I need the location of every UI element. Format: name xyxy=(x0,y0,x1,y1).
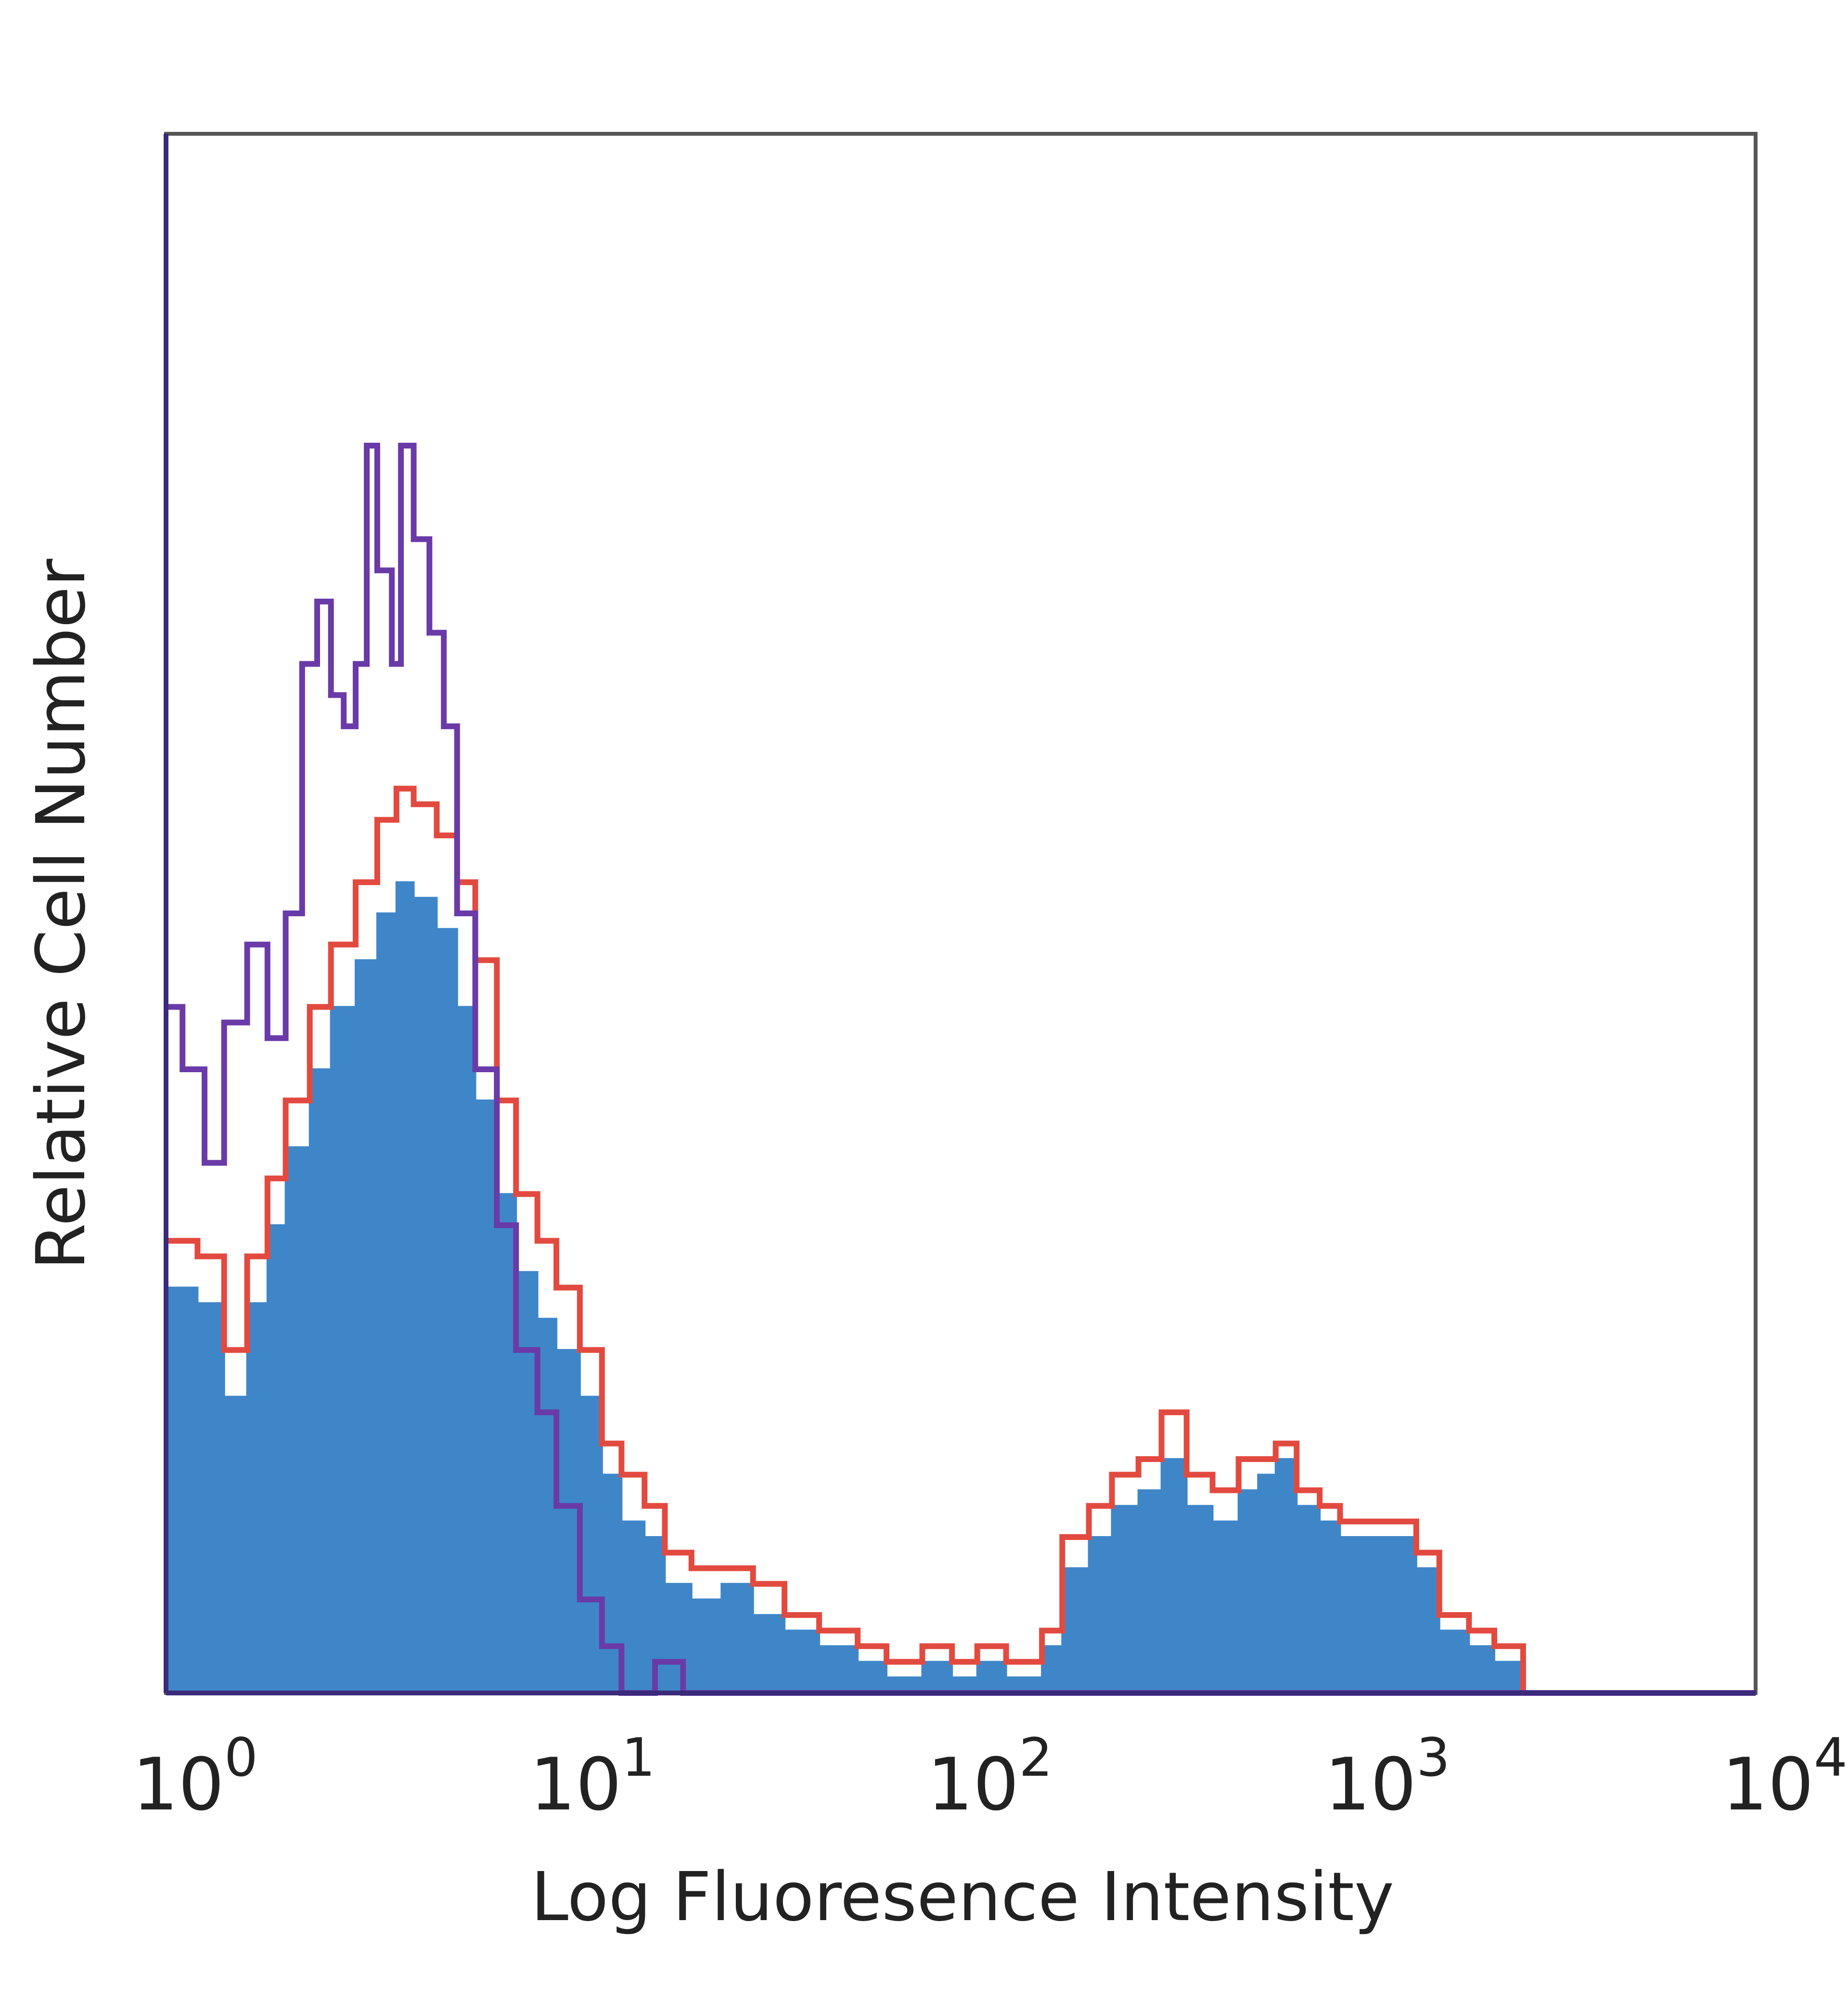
y-axis-title: Relative Cell Number xyxy=(22,559,101,1270)
x-tick-base: 10 xyxy=(132,1743,224,1827)
x-axis-title: Log Fluoresence Intensity xyxy=(531,1858,1394,1936)
histogram-series-3 xyxy=(166,443,1756,1696)
x-tick-label: 100 xyxy=(132,1727,258,1827)
x-tick-label: 102 xyxy=(927,1727,1053,1827)
histogram-series-2 xyxy=(166,785,1756,1696)
x-tick-label: 103 xyxy=(1324,1727,1450,1827)
x-tick-base: 10 xyxy=(530,1743,622,1827)
x-tick-exponent: 0 xyxy=(224,1727,258,1788)
histogram-series-1 xyxy=(165,881,1756,1694)
x-tick-base: 10 xyxy=(1324,1743,1416,1827)
x-tick-base: 10 xyxy=(1722,1743,1814,1827)
series-layer xyxy=(165,443,1756,1696)
x-tick-exponent: 3 xyxy=(1416,1727,1450,1788)
x-tick-exponent: 1 xyxy=(622,1727,655,1788)
x-tick-exponent: 4 xyxy=(1814,1727,1848,1788)
x-tick-label: 101 xyxy=(530,1727,655,1827)
x-tick-exponent: 2 xyxy=(1019,1727,1052,1788)
x-tick-base: 10 xyxy=(927,1743,1019,1827)
x-tick-label: 104 xyxy=(1722,1727,1848,1827)
x-tick-labels: 100 101 102 103 104 xyxy=(132,1727,1848,1827)
